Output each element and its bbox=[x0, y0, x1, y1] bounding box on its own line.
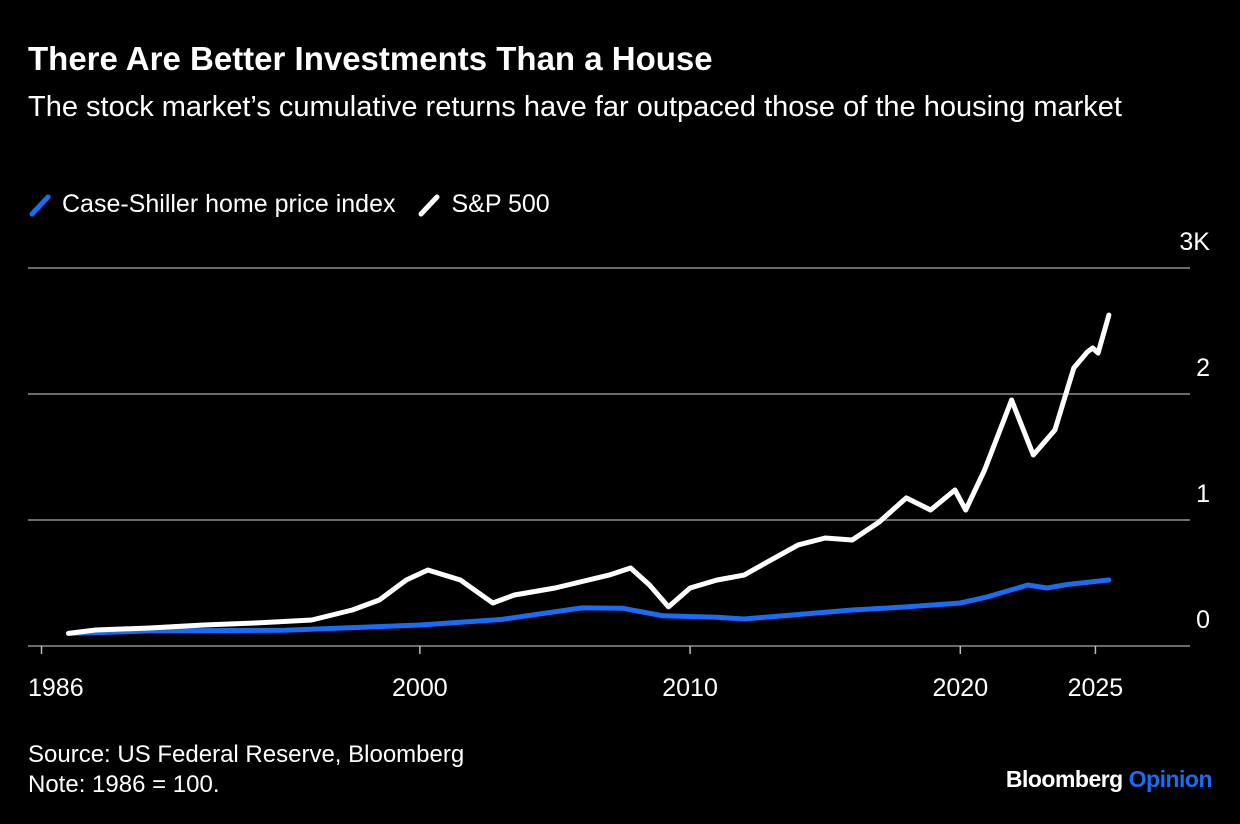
chart-subtitle: The stock market’s cumulative returns ha… bbox=[28, 91, 1122, 123]
line-series bbox=[66, 577, 1112, 636]
line-series bbox=[66, 312, 1112, 636]
y-tick-label: 2 bbox=[1196, 354, 1210, 382]
legend-icon bbox=[418, 194, 440, 216]
legend-icon bbox=[29, 194, 51, 216]
y-tick-label: 3K bbox=[1179, 228, 1210, 256]
brand-name: Bloomberg bbox=[1005, 766, 1123, 792]
legend-label: S&P 500 bbox=[451, 190, 550, 218]
y-tick-label: 1 bbox=[1196, 480, 1210, 508]
legend-item: S&P 500 bbox=[417, 190, 550, 219]
note: Note: 1986 = 100. bbox=[28, 771, 220, 798]
source: Source: US Federal Reserve, Bloomberg bbox=[28, 741, 465, 768]
brand: Bloomberg Opinion bbox=[1005, 766, 1213, 793]
x-tick-label: 2020 bbox=[932, 674, 988, 702]
legend-item: Case-Shiller home price index bbox=[28, 190, 395, 219]
brand-section: Opinion bbox=[1128, 766, 1213, 792]
legend: Case-Shiller home price index S&P 500 bbox=[28, 190, 572, 219]
legend-swatch bbox=[418, 194, 440, 216]
y-tick-label: 0 bbox=[1196, 606, 1210, 634]
legend-swatch bbox=[29, 194, 51, 216]
x-tick-label: 2025 bbox=[1068, 674, 1124, 702]
x-tick-label: 2010 bbox=[662, 674, 718, 702]
x-tick-label: 1986 bbox=[28, 674, 84, 702]
footer: Source: US Federal Reserve, Bloomberg No… bbox=[28, 740, 464, 800]
x-tick-label: 2000 bbox=[392, 674, 448, 702]
legend-label: Case-Shiller home price index bbox=[62, 190, 396, 218]
chart-title: There Are Better Investments Than a Hous… bbox=[28, 40, 713, 77]
